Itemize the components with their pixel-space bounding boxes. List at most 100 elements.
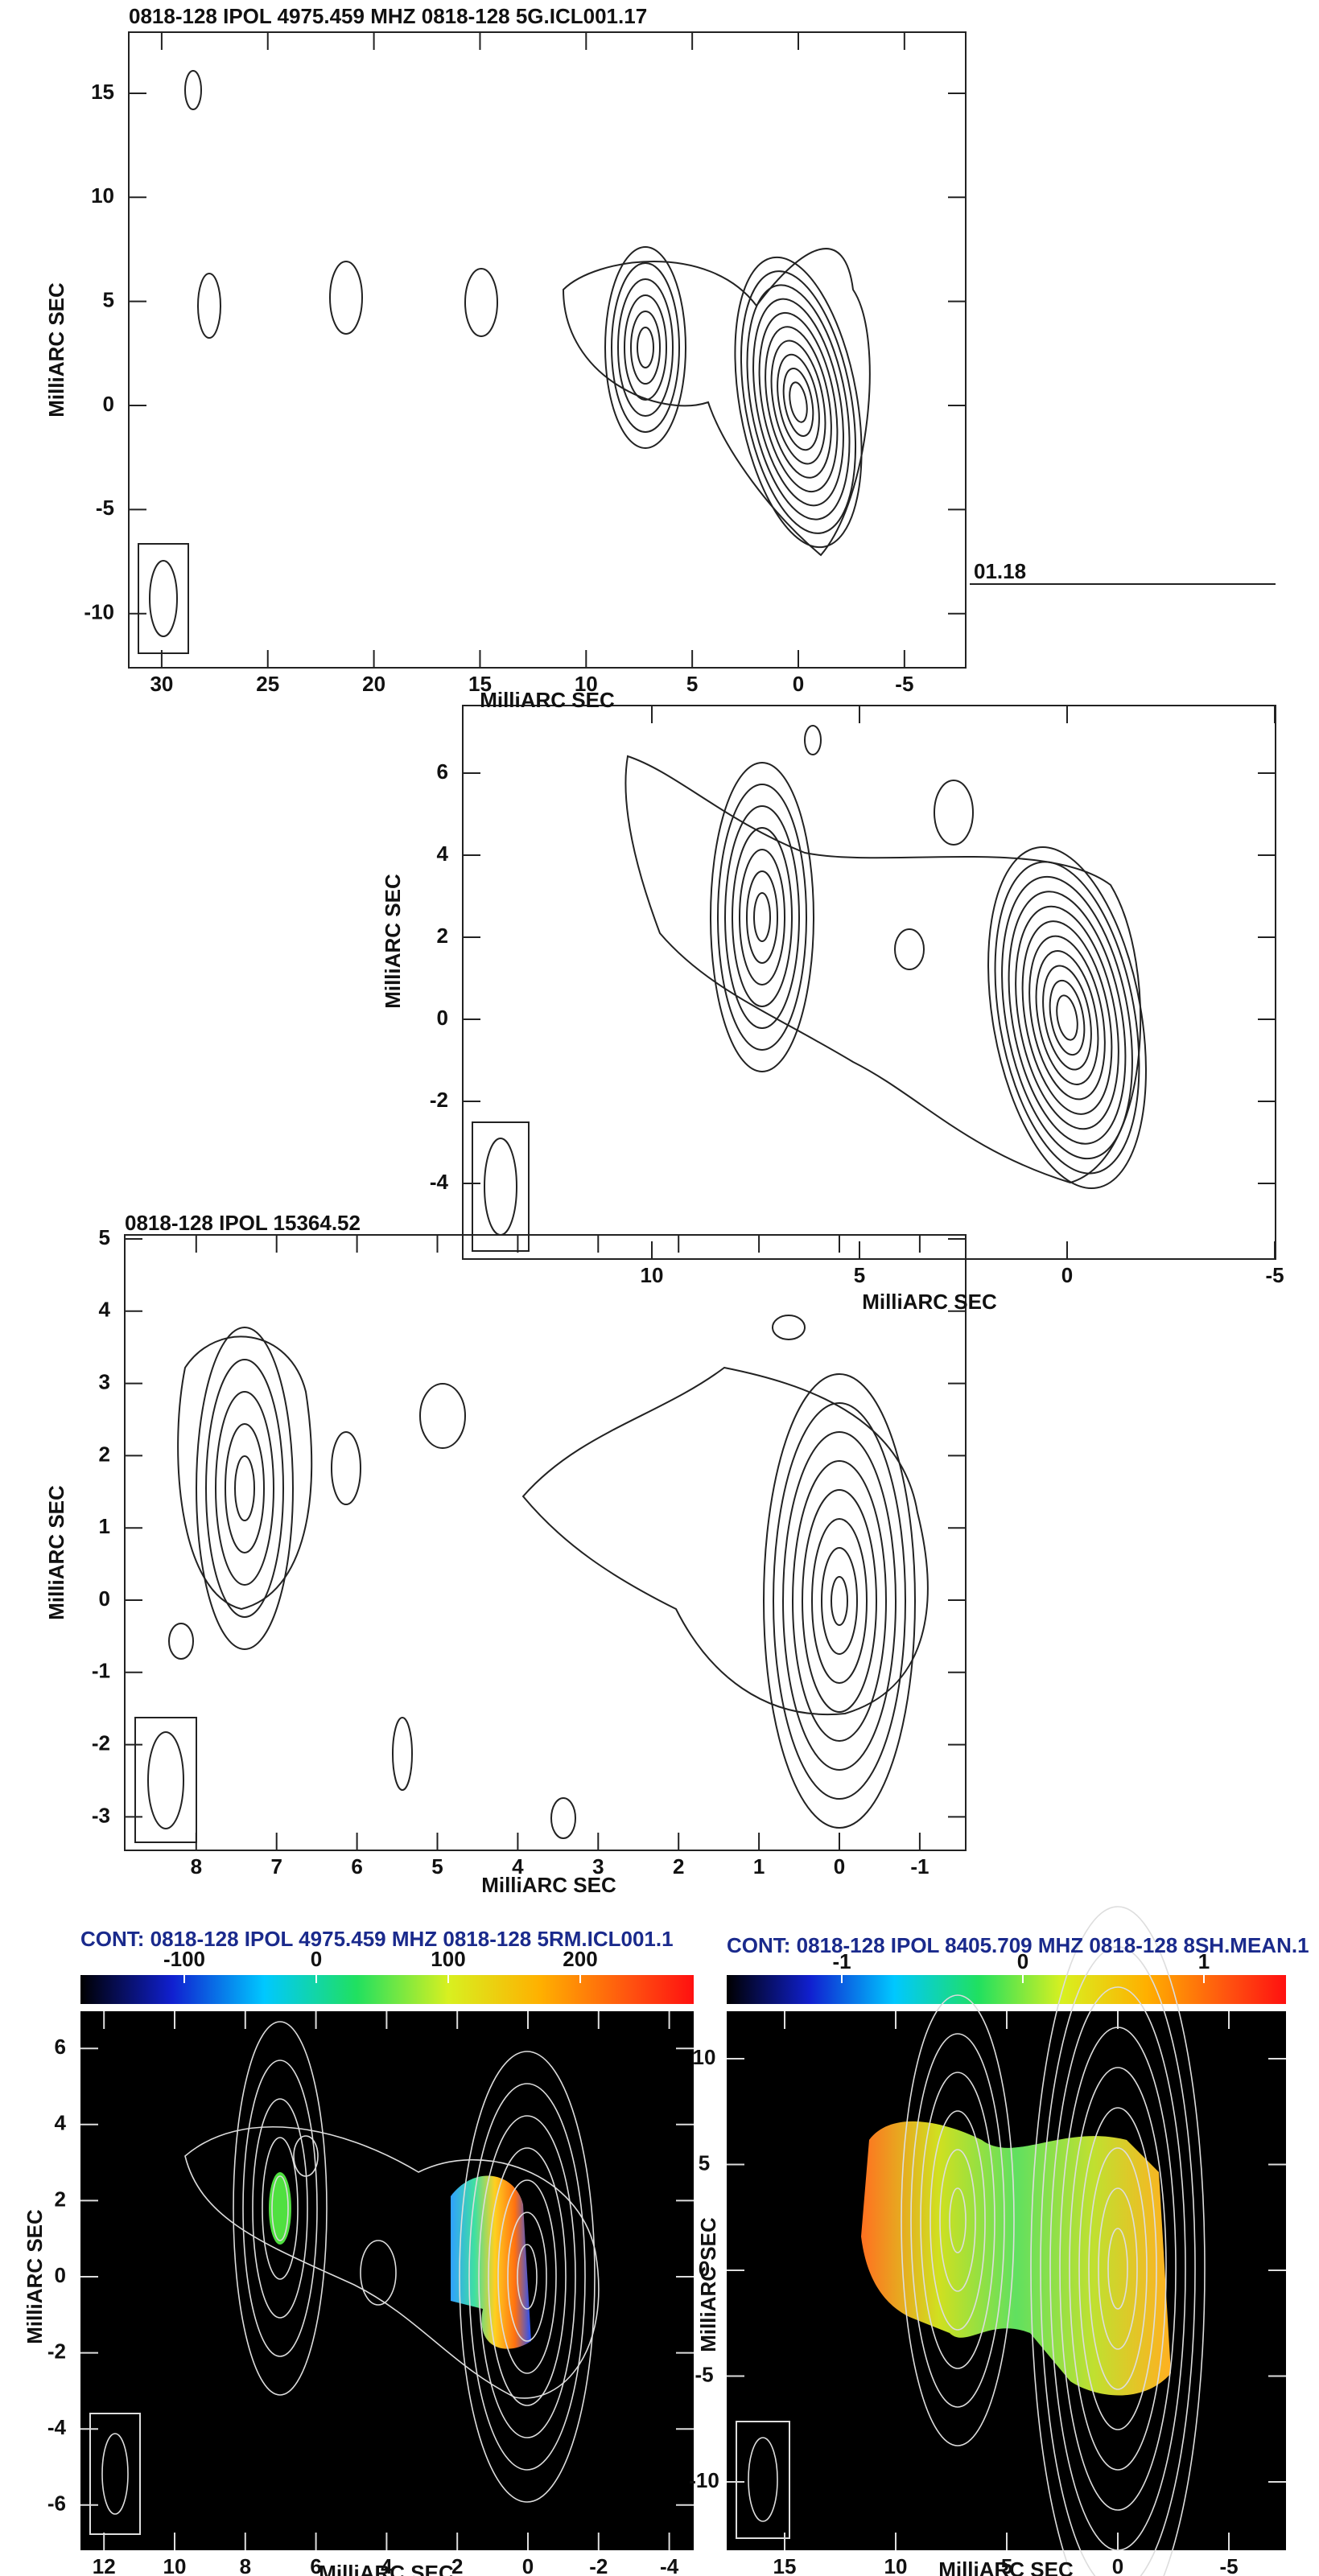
contour: [1107, 2228, 1128, 2310]
contour: [802, 1489, 877, 1713]
beam: [101, 2433, 129, 2515]
y-tick-label: -10: [689, 2468, 719, 2492]
x-tick-label: 0: [1061, 1263, 1073, 1287]
y-tick-label: -3: [92, 1803, 110, 1827]
contour: [1056, 994, 1078, 1041]
beam-box: [472, 1121, 530, 1252]
x-axis-label: MilliARC SEC: [480, 688, 615, 712]
y-tick-label: 5: [699, 2150, 710, 2175]
colorbar-tick-label: -1: [832, 1949, 851, 1973]
contour: [392, 1717, 413, 1791]
x-tick-label: 5: [431, 1854, 443, 1879]
contour: [1069, 2067, 1167, 2471]
contour: [752, 298, 844, 507]
x-tick-label: 15: [468, 672, 492, 696]
contour: [1001, 875, 1133, 1160]
panel-title: CONT: 0818-128 IPOL 8405.709 MHZ 0818-12…: [727, 1933, 1309, 1957]
colorbar-tick-label: -100: [163, 1947, 205, 1971]
contour: [1035, 950, 1099, 1085]
contour: [1008, 891, 1127, 1145]
contour: [765, 326, 832, 479]
x-tick-label: 4: [512, 1854, 524, 1879]
colorbar-tick-label: 0: [1017, 1949, 1028, 1973]
x-tick-label: -1: [910, 1854, 929, 1879]
x-tick-label: 2: [673, 1854, 684, 1879]
y-tick-label: -4: [430, 1170, 449, 1194]
contour: [734, 256, 863, 549]
contour: [360, 2240, 397, 2306]
x-tick-label: 0: [793, 672, 804, 696]
y-tick-label: 2: [99, 1442, 110, 1466]
contour: [770, 339, 826, 465]
colorbar-tick-label: 0: [311, 1947, 322, 1971]
contour: [920, 2072, 995, 2369]
y-tick-label: 10: [91, 183, 114, 208]
contour: [1040, 1946, 1196, 2576]
y-tick-label: 0: [103, 392, 114, 416]
contour: [329, 261, 363, 335]
contour: [630, 311, 661, 385]
y-tick-label: -5: [695, 2362, 713, 2386]
contour: [710, 762, 814, 1072]
mean-blob: [861, 2121, 1171, 2396]
contour: [746, 870, 778, 964]
contour: [934, 780, 974, 846]
colorbar-tick-label: 1: [1198, 1949, 1210, 1973]
contour: [196, 1327, 294, 1650]
contour: [611, 262, 680, 433]
y-tick-label: 5: [99, 1225, 110, 1249]
colorbar-tick-label: 200: [563, 1947, 597, 1971]
y-tick-label: 2: [55, 2187, 66, 2211]
y-tick-label: 6: [437, 759, 448, 784]
y-tick-label: 10: [693, 2045, 716, 2069]
x-tick-label: 10: [641, 1263, 664, 1287]
rm-blob: [269, 2172, 291, 2245]
contour: [739, 849, 785, 986]
contour: [894, 928, 925, 970]
x-tick-label: 12: [93, 2554, 116, 2576]
x-tick-label: 0: [1112, 2554, 1123, 2576]
contour: [1030, 1906, 1206, 2576]
panel-title: 0818-128 IPOL 4975.459 MHZ 0818-128 5G.I…: [129, 4, 647, 28]
x-tick-label: 10: [884, 2554, 908, 2576]
beam-box: [134, 1717, 197, 1843]
contour: [1088, 2147, 1148, 2390]
x-tick-label: 0: [834, 1854, 845, 1879]
x-tick-label: -2: [589, 2554, 608, 2576]
x-tick-label: -5: [1219, 2554, 1238, 2576]
y-tick-label: 2: [437, 924, 448, 948]
x-tick-label: 1: [753, 1854, 765, 1879]
x-tick-label: 8: [240, 2554, 251, 2576]
contour: [617, 278, 674, 417]
beam: [149, 560, 178, 637]
x-tick-label: 7: [270, 1854, 282, 1879]
contour: [717, 784, 807, 1051]
y-axis-label: MilliARC SEC: [23, 2209, 47, 2344]
contour: [939, 2149, 976, 2292]
contour: [624, 755, 1142, 1184]
contour: [234, 1455, 255, 1521]
y-tick-label: 15: [91, 80, 114, 104]
x-tick-label: 3: [592, 1854, 604, 1879]
y-tick-label: -5: [96, 496, 114, 520]
contour: [1098, 2187, 1138, 2350]
contour: [746, 284, 851, 521]
x-tick-label: 8: [191, 1854, 202, 1879]
x-axis-label: MilliARC SEC: [319, 2561, 454, 2576]
y-axis-label: MilliARC SEC: [44, 1485, 68, 1620]
contour: [1049, 979, 1086, 1056]
x-axis-label: MilliARC SEC: [862, 1290, 997, 1314]
y-axis-label: MilliARC SEC: [381, 874, 405, 1009]
panel-4-image: [80, 2011, 694, 2550]
x-tick-label: 15: [773, 2554, 797, 2576]
contour: [464, 268, 498, 337]
y-axis-label: MilliARC SEC: [44, 282, 68, 418]
x-tick-label: 25: [256, 672, 279, 696]
contour: [517, 2244, 538, 2310]
contour: [994, 861, 1140, 1175]
contour: [478, 2115, 576, 2438]
contour: [1028, 935, 1106, 1101]
beam: [484, 1138, 517, 1236]
contour: [168, 1623, 194, 1660]
